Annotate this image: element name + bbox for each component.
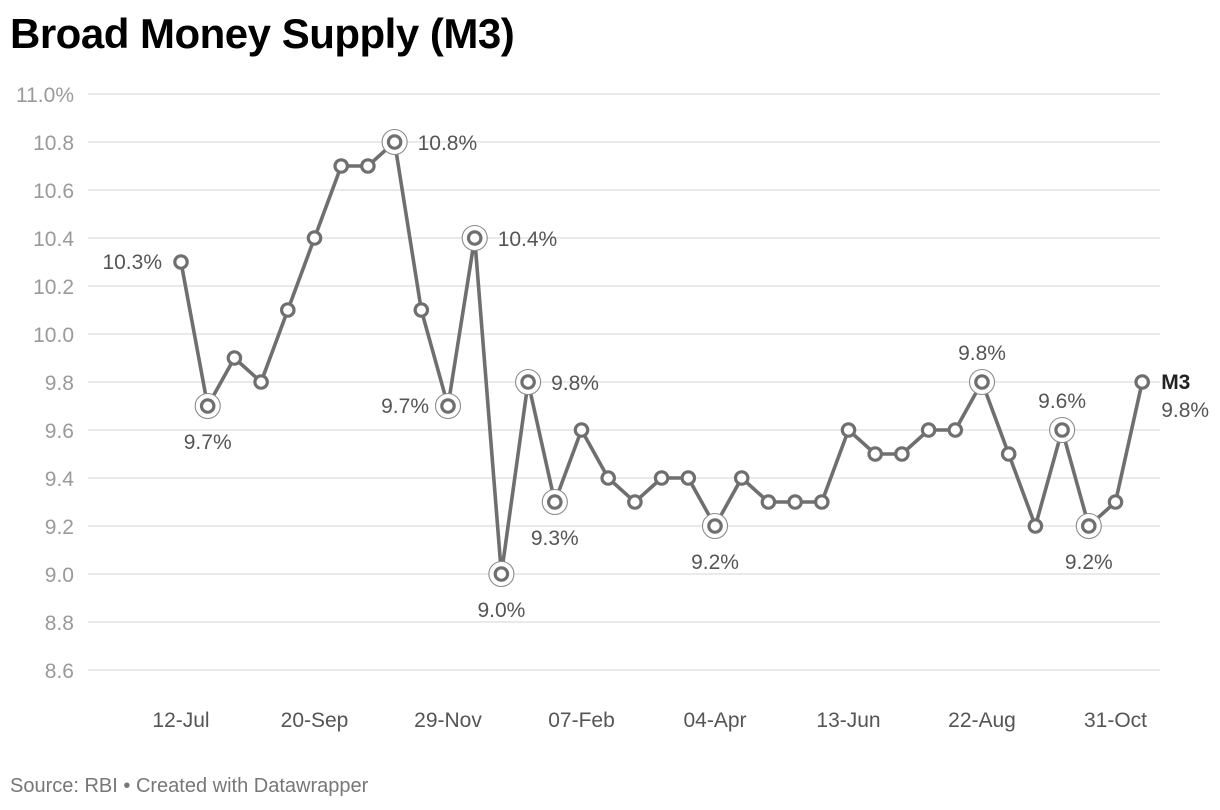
data-label: 10.3% bbox=[102, 251, 162, 274]
y-axis-ticks: 11.0% 10.8 10.6 10.4 10.2 10.0 9.8 9.6 9.4 9.2 9.0… bbox=[16, 84, 74, 683]
data-point bbox=[680, 470, 697, 486]
data-point bbox=[974, 374, 990, 390]
data-point bbox=[1107, 494, 1124, 510]
x-tick-label: 13-Jun bbox=[816, 709, 880, 732]
data-point bbox=[947, 422, 964, 438]
data-point bbox=[1027, 518, 1044, 534]
data-point bbox=[920, 422, 937, 438]
x-tick-label: 20-Sep bbox=[281, 709, 349, 732]
data-label: 9.7% bbox=[381, 395, 429, 418]
data-point bbox=[466, 230, 483, 246]
data-label: 9.2% bbox=[691, 551, 739, 574]
chart-title: Broad Money Supply (M3) bbox=[10, 10, 515, 57]
y-tick-label: 10.4 bbox=[33, 228, 74, 251]
grid-layer bbox=[88, 93, 1160, 671]
data-point bbox=[199, 398, 216, 414]
series-end-name: M3 bbox=[1161, 371, 1190, 394]
data-point bbox=[386, 134, 403, 150]
y-tick-label: 9.6 bbox=[45, 420, 74, 443]
data-point bbox=[413, 302, 430, 318]
data-point bbox=[279, 302, 296, 318]
series-end-value: 9.8% bbox=[1161, 399, 1209, 422]
data-point bbox=[226, 350, 243, 366]
x-tick-label: 29-Nov bbox=[414, 709, 482, 732]
y-tick-label: 9.8 bbox=[45, 372, 74, 395]
data-point bbox=[546, 494, 563, 510]
data-point bbox=[360, 158, 376, 174]
x-tick-label: 04-Apr bbox=[683, 709, 746, 732]
y-tick-label: 9.4 bbox=[45, 468, 75, 491]
data-point bbox=[867, 446, 883, 462]
data-label: 9.8% bbox=[958, 342, 1006, 365]
data-point bbox=[1134, 374, 1150, 390]
x-tick-label: 31-Oct bbox=[1084, 709, 1147, 732]
data-point bbox=[707, 518, 723, 534]
data-point bbox=[440, 398, 456, 414]
data-point bbox=[787, 494, 803, 510]
y-tick-label: 9.2 bbox=[45, 516, 74, 539]
x-axis-ticks: 12-Jul 20-Sep 29-Nov 07-Feb 04-Apr 13-Jun 22-A… bbox=[152, 709, 1147, 732]
line-chart: 11.0% 10.8 10.6 10.4 10.2 10.0 9.8 9.6 9.4 9.2 9.0… bbox=[16, 84, 1209, 732]
y-tick-label: 9.0 bbox=[45, 564, 74, 587]
y-tick-label: 10.6 bbox=[33, 180, 74, 203]
y-tick-label: 8.8 bbox=[45, 612, 74, 635]
data-point bbox=[813, 494, 830, 510]
y-tick-label: 10.8 bbox=[33, 132, 74, 155]
data-label: 9.7% bbox=[184, 431, 232, 454]
data-point bbox=[627, 494, 643, 510]
data-point bbox=[840, 422, 857, 438]
data-label: 9.0% bbox=[477, 599, 525, 622]
data-point bbox=[573, 422, 590, 438]
data-labels-layer: 10.3% 9.7% 10.8% 9.7% 10.4% 9.0% 9.8% 9.3% 9.2% 9… bbox=[102, 132, 1209, 622]
data-point bbox=[306, 230, 323, 246]
data-point bbox=[1000, 446, 1017, 462]
y-tick-label: 11.0% bbox=[16, 84, 74, 107]
data-point bbox=[333, 158, 349, 174]
y-tick-label: 10.2 bbox=[33, 276, 74, 299]
data-point bbox=[1081, 518, 1097, 534]
data-point bbox=[493, 566, 510, 582]
data-point bbox=[1054, 422, 1070, 438]
data-label: 9.2% bbox=[1065, 551, 1113, 574]
y-tick-label: 10.0 bbox=[33, 324, 74, 347]
y-tick-label: 8.6 bbox=[45, 660, 74, 683]
source-footer: Source: RBI • Created with Datawrapper bbox=[10, 775, 369, 797]
x-tick-label: 07-Feb bbox=[548, 709, 615, 732]
data-label: 10.8% bbox=[418, 132, 478, 155]
data-point bbox=[894, 446, 910, 462]
data-label: 9.6% bbox=[1038, 390, 1086, 413]
x-tick-label: 22-Aug bbox=[948, 709, 1016, 732]
data-point bbox=[653, 470, 670, 486]
data-points-layer bbox=[173, 128, 1150, 588]
data-label: 9.8% bbox=[551, 372, 599, 395]
data-point bbox=[600, 470, 616, 486]
data-point bbox=[173, 254, 189, 270]
data-point bbox=[253, 374, 269, 390]
data-point bbox=[733, 470, 750, 486]
data-point bbox=[760, 494, 777, 510]
data-point bbox=[520, 374, 536, 390]
data-label: 10.4% bbox=[498, 228, 558, 251]
data-label: 9.3% bbox=[531, 527, 579, 550]
x-tick-label: 12-Jul bbox=[152, 709, 209, 732]
